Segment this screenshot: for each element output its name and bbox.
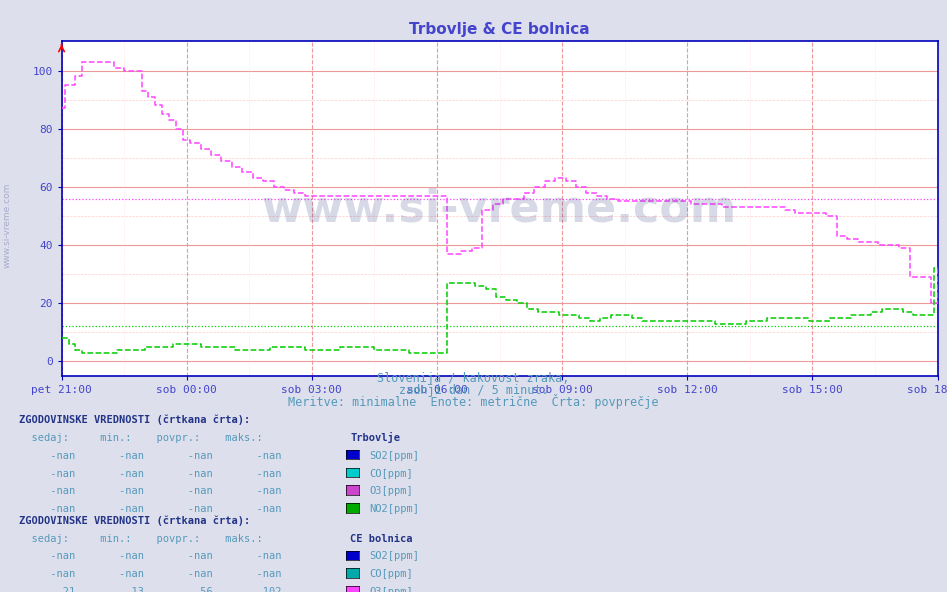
Text: SO2[ppm]: SO2[ppm]	[369, 451, 420, 461]
Text: www.si-vreme.com: www.si-vreme.com	[3, 182, 12, 268]
Text: -nan       -nan       -nan       -nan: -nan -nan -nan -nan	[19, 569, 281, 579]
Text: -nan       -nan       -nan       -nan: -nan -nan -nan -nan	[19, 468, 281, 478]
Text: -nan       -nan       -nan       -nan: -nan -nan -nan -nan	[19, 551, 281, 561]
Text: sedaj:     min.:    povpr.:    maks.:: sedaj: min.: povpr.: maks.:	[19, 433, 262, 443]
Text: NO2[ppm]: NO2[ppm]	[369, 504, 420, 514]
Text: O3[ppm]: O3[ppm]	[369, 486, 413, 496]
Text: ZGODOVINSKE VREDNOSTI (črtkana črta):: ZGODOVINSKE VREDNOSTI (črtkana črta):	[19, 415, 250, 425]
Text: O3[ppm]: O3[ppm]	[369, 587, 413, 592]
Text: ZGODOVINSKE VREDNOSTI (črtkana črta):: ZGODOVINSKE VREDNOSTI (črtkana črta):	[19, 516, 250, 526]
Text: 21         13         56        102: 21 13 56 102	[19, 587, 281, 592]
Text: zadnji dan / 5 minut.: zadnji dan / 5 minut.	[399, 384, 548, 397]
Title: Trbovlje & CE bolnica: Trbovlje & CE bolnica	[409, 22, 590, 37]
Text: sedaj:     min.:    povpr.:    maks.:: sedaj: min.: povpr.: maks.:	[19, 533, 262, 543]
Text: Trbovlje: Trbovlje	[350, 432, 401, 443]
Text: Meritve: minimalne  Enote: metrične  Črta: povprečje: Meritve: minimalne Enote: metrične Črta:…	[288, 394, 659, 408]
Text: -nan       -nan       -nan       -nan: -nan -nan -nan -nan	[19, 451, 281, 461]
Text: www.si-vreme.com: www.si-vreme.com	[262, 187, 737, 230]
Text: Slovenija / kakovost zraka,: Slovenija / kakovost zraka,	[377, 372, 570, 385]
Text: CE bolnica: CE bolnica	[350, 533, 413, 543]
Text: CO[ppm]: CO[ppm]	[369, 468, 413, 478]
Text: -nan       -nan       -nan       -nan: -nan -nan -nan -nan	[19, 486, 281, 496]
Text: CO[ppm]: CO[ppm]	[369, 569, 413, 579]
Text: -nan       -nan       -nan       -nan: -nan -nan -nan -nan	[19, 504, 281, 514]
Text: SO2[ppm]: SO2[ppm]	[369, 551, 420, 561]
